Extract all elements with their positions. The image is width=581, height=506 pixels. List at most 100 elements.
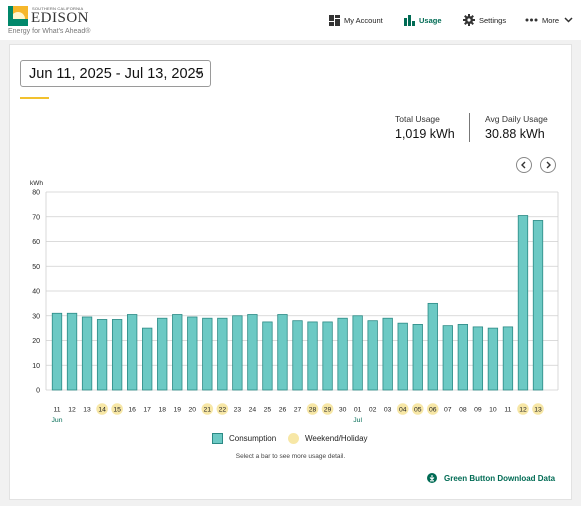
legend-weekend: Weekend/Holiday [288,432,368,444]
usage-bar[interactable] [472,326,484,391]
weekend-marker [96,403,108,415]
usage-bar[interactable] [292,320,303,391]
usage-bar[interactable] [502,326,514,391]
nav-usage[interactable]: Usage [404,12,442,28]
x-tick-label: 23 [234,407,242,414]
x-tick-label: 06 [429,407,437,414]
usage-bar[interactable] [367,320,378,391]
usage-bar[interactable] [232,315,243,391]
legend-consumption-label: Consumption [229,433,277,443]
usage-bar[interactable] [412,324,423,391]
x-tick-label: 16 [128,407,136,414]
x-tick-label: 20 [189,407,197,414]
avg-daily-usage-stat: Avg Daily Usage 30.88 kWh [485,114,548,141]
weekend-marker [426,403,439,415]
x-tick-label: 15 [113,407,121,414]
usage-bar[interactable] [202,317,213,391]
usage-bar[interactable] [217,317,228,391]
usage-bar[interactable] [142,327,153,391]
month-label: Jul [353,417,362,424]
usage-bar[interactable] [157,317,168,391]
previous-period-button[interactable] [516,157,532,173]
x-tick-label: 14 [98,407,106,414]
more-dots-icon [525,18,538,22]
usage-bar[interactable] [187,316,198,391]
usage-bar[interactable] [247,314,258,391]
nav-settings[interactable]: Settings [463,12,506,28]
date-range-label: Jun 11, 2025 - Jul 13, 2025 [29,65,204,82]
total-usage-label: Total Usage [395,114,440,124]
nav-my-account[interactable]: My Account [329,12,383,28]
weekend-marker [111,403,123,415]
usage-bar[interactable] [81,316,93,391]
y-tick-label: 10 [32,363,40,370]
usage-bar[interactable] [442,325,453,391]
usage-bar[interactable] [532,220,544,391]
green-button-label: Green Button Download Data [444,473,556,483]
stat-divider [469,113,470,142]
logo-subtitle: SOUTHERN CALIFORNIA [32,6,84,11]
logo-name: EDISON [31,10,89,26]
avg-daily-usage-label: Avg Daily Usage [485,114,548,124]
x-tick-label: 12 [68,407,76,414]
y-axis-unit-label: kWh [30,180,43,187]
total-usage-stat: Total Usage 1,019 kWh [395,114,455,141]
usage-bar[interactable] [427,302,438,391]
x-tick-label: 17 [143,407,151,414]
y-tick-label: 70 [32,214,40,221]
x-tick-label: 02 [369,407,377,414]
next-period-button[interactable] [540,157,556,173]
usage-bar[interactable] [382,317,393,391]
usage-bar[interactable] [322,321,333,391]
weekend-marker [411,403,424,415]
usage-bar[interactable] [172,314,183,391]
dashboard-icon [329,14,340,26]
weekend-marker [396,403,409,415]
x-tick-label: 25 [264,407,272,414]
usage-bar[interactable] [337,317,348,391]
chevron-left-icon [521,161,526,169]
usage-bar[interactable] [352,315,363,391]
x-tick-label: 19 [173,407,181,414]
usage-bar[interactable] [457,324,468,391]
y-tick-label: 30 [32,313,40,320]
green-button-download-link[interactable]: Green Button Download Data [427,472,555,484]
y-tick-label: 60 [32,239,40,246]
usage-bar[interactable] [262,321,273,391]
logo-tagline: Energy for What's Ahead® [8,28,91,35]
nav-more[interactable]: More [525,12,573,28]
usage-bar[interactable] [111,319,123,391]
usage-bar[interactable] [277,314,288,391]
x-tick-label: 04 [399,407,407,414]
chart-hint: Select a bar to see more usage detail. [235,453,346,460]
x-tick-label: 13 [534,407,542,414]
sce-logo-mark-icon [8,6,28,26]
x-tick-label: 09 [474,407,482,414]
bar-chart-icon [404,14,415,26]
selector-accent-underline [20,97,49,99]
x-tick-label: 28 [309,407,317,414]
usage-bar[interactable] [517,215,529,391]
legend-weekend-label: Weekend/Holiday [305,433,368,443]
avg-daily-usage-value: 30.88 kWh [485,127,545,141]
x-tick-label: 22 [219,407,227,414]
x-tick-label: 30 [339,407,347,414]
usage-bar[interactable] [127,314,138,391]
month-label: Jun [52,417,63,424]
x-tick-label: 21 [204,407,212,414]
x-tick-label: 07 [444,407,452,414]
x-tick-label: 18 [158,407,166,414]
usage-bar[interactable] [397,322,408,391]
usage-bar[interactable] [307,321,318,391]
y-tick-label: 20 [32,338,40,345]
date-range-select[interactable]: Jun 11, 2025 - Jul 13, 2025 [20,60,211,87]
y-tick-label: 50 [32,264,40,271]
usage-bar[interactable] [66,312,78,391]
usage-bar[interactable] [487,327,499,391]
x-tick-label: 08 [459,407,467,414]
usage-bar[interactable] [96,319,108,391]
usage-bar[interactable] [51,312,63,391]
x-tick-label: 10 [489,407,497,414]
weekend-marker [517,403,529,415]
legend-consumption: Consumption [212,432,276,444]
